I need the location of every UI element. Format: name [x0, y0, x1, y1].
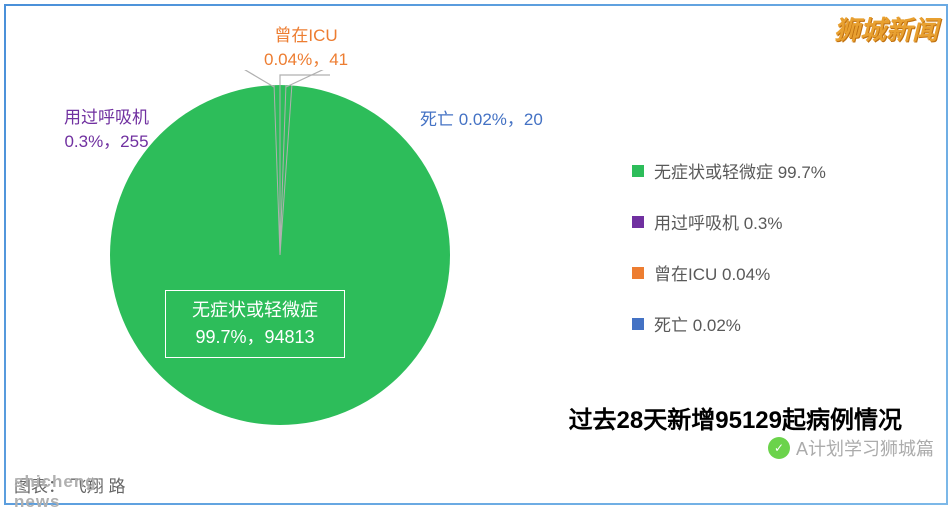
legend-label: 用过呼吸机 0.3% [654, 209, 782, 234]
legend-swatch [632, 216, 644, 228]
legend-label: 曾在ICU 0.04% [654, 260, 770, 285]
legend-swatch [632, 267, 644, 279]
callout-death-text: 死亡 0.02%，20 [420, 110, 543, 129]
callout-icu-value: 0.04%，41 [264, 48, 348, 72]
chart-subtitle: 过去28天新增95129起病例情况 [569, 400, 902, 435]
callout-ventilator-value: 0.3%，255 [64, 130, 149, 154]
caption-overlay: shicheng news [14, 472, 125, 512]
caption: 图表： 飞翔 路 shicheng news [14, 472, 125, 497]
legend-swatch [632, 165, 644, 177]
legend-item: 用过呼吸机 0.3% [632, 209, 902, 234]
callout-ventilator-label: 用过呼吸机 [64, 106, 149, 130]
callout-ventilator: 用过呼吸机 0.3%，255 [64, 106, 149, 154]
wechat-icon: ✓ [768, 437, 790, 459]
slice-label-main: 无症状或轻微症 99.7%，94813 [165, 290, 345, 358]
slice-main-value: 99.7%，94813 [170, 324, 340, 351]
legend: 无症状或轻微症 99.7% 用过呼吸机 0.3% 曾在ICU 0.04% 死亡 0.0… [632, 158, 902, 362]
legend-item: 无症状或轻微症 99.7% [632, 158, 902, 183]
legend-swatch [632, 318, 644, 330]
callout-icu: 曾在ICU 0.04%，41 [264, 24, 348, 72]
watermark-top-right: 狮城新闻 [834, 10, 938, 47]
watermark-bottom-text: A计划学习狮城篇 [796, 435, 934, 461]
callout-icu-label: 曾在ICU [264, 24, 348, 48]
legend-label: 无症状或轻微症 99.7% [654, 158, 826, 183]
legend-item: 死亡 0.02% [632, 311, 902, 336]
watermark-bottom-right: ✓ A计划学习狮城篇 [768, 435, 934, 461]
slice-main-label: 无症状或轻微症 [170, 297, 340, 324]
legend-label: 死亡 0.02% [654, 311, 741, 336]
callout-death: 死亡 0.02%，20 [420, 108, 543, 132]
legend-item: 曾在ICU 0.04% [632, 260, 902, 285]
